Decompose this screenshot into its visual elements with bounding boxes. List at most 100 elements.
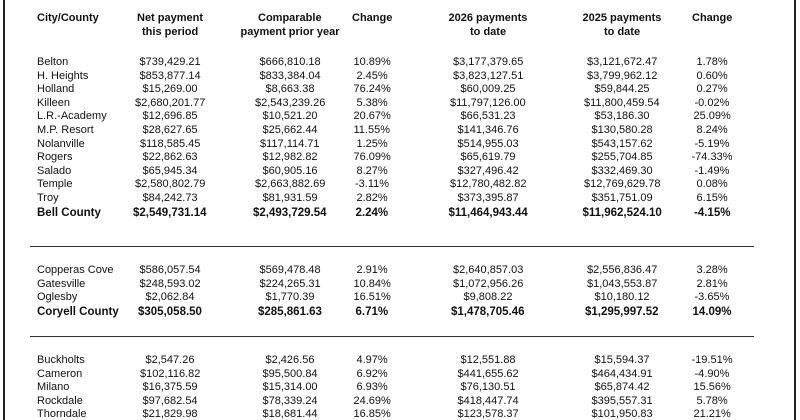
- cell-value: 15.56%: [693, 381, 731, 394]
- row-label: Killeen: [37, 96, 71, 109]
- cell-value: $418,447.74: [457, 394, 519, 407]
- cell-value: $28,627.65: [142, 124, 198, 136]
- cell-value: $95,500.84: [262, 367, 318, 380]
- cell-value: $117,114.71: [260, 137, 320, 150]
- total-value: $285,861.63: [258, 305, 322, 318]
- cell-value: $118,585.45: [140, 137, 201, 150]
- cell-value: $12,780,482.82: [450, 178, 527, 191]
- total-value: $1,478,705.46: [451, 305, 525, 318]
- row-label: Milano: [37, 381, 70, 394]
- cell-value: $441,655.62: [457, 367, 519, 380]
- total-value: $305,058.50: [138, 305, 202, 318]
- border-left: [3, 0, 5, 420]
- cell-value: $464,434.91: [591, 367, 653, 380]
- row-label: Rockdale: [37, 394, 83, 407]
- cell-value: $514,955.03: [457, 137, 519, 150]
- cell-value: 11.55%: [353, 124, 391, 136]
- column-header: Comparable: [258, 12, 322, 24]
- cell-value: 1.25%: [356, 137, 388, 150]
- cell-value: 76.09%: [353, 151, 391, 164]
- row-label: Copperas Cove: [37, 264, 114, 276]
- cell-value: 16.85%: [353, 408, 391, 420]
- cell-value: $3,799,962.12: [587, 69, 658, 82]
- cell-value: $2,556,836.47: [587, 264, 658, 276]
- total-value: -4.15%: [694, 206, 731, 219]
- cell-value: 6.92%: [356, 367, 388, 380]
- cell-value: $15,594.37: [594, 354, 650, 366]
- cell-value: 1.78%: [696, 56, 728, 68]
- cell-value: $11,800,459.54: [584, 96, 660, 109]
- cell-value: -3.65%: [694, 291, 730, 304]
- cell-value: 5.78%: [696, 394, 728, 407]
- cell-value: $66,531.23: [460, 110, 516, 123]
- cell-value: 25.09%: [693, 110, 731, 123]
- cell-value: $10,180.12: [594, 291, 650, 304]
- cell-value: $141,346.76: [457, 124, 519, 136]
- cell-value: $102,116.82: [140, 367, 201, 380]
- row-label: Nolanville: [37, 137, 85, 150]
- divider: [30, 246, 754, 247]
- column-header: this period: [142, 26, 199, 38]
- total-value: $11,962,524.10: [582, 206, 662, 219]
- cell-value: $351,751.09: [591, 192, 653, 204]
- cell-value: 20.67%: [353, 110, 391, 123]
- cell-value: 0.27%: [696, 83, 728, 96]
- total-label: Bell County: [37, 206, 101, 219]
- cell-value: 3.28%: [696, 264, 728, 276]
- cell-value: 6.93%: [356, 381, 388, 394]
- cell-value: $3,823,127.51: [453, 69, 524, 82]
- cell-value: $2,640,857.03: [453, 264, 524, 276]
- cell-value: $1,770.39: [265, 291, 315, 304]
- cell-value: 10.84%: [353, 277, 391, 290]
- cell-value: $833,384.04: [259, 69, 321, 82]
- cell-value: 16.51%: [353, 291, 391, 304]
- cell-value: $12,769,629.78: [584, 178, 661, 191]
- row-label: Thorndale: [37, 408, 87, 420]
- row-label: Troy: [37, 192, 59, 204]
- row-label: Holland: [37, 83, 75, 96]
- cell-value: 4.97%: [356, 354, 388, 366]
- cell-value: $59,844.25: [594, 83, 650, 96]
- cell-value: 10.89%: [353, 56, 391, 68]
- column-header: Change: [692, 12, 733, 24]
- cell-value: $373,395.87: [457, 192, 519, 204]
- cell-value: $8,663.38: [265, 83, 315, 96]
- border-right: [794, 0, 796, 420]
- column-header: payment prior year: [240, 26, 340, 38]
- cell-value: $2,663,882.69: [255, 178, 326, 191]
- cell-value: $65,874.42: [594, 381, 650, 394]
- row-label: Rogers: [37, 151, 73, 164]
- cell-value: 2.45%: [356, 69, 388, 82]
- cell-value: $3,177,379.65: [453, 56, 524, 68]
- cell-value: $3,121,672.47: [587, 56, 658, 68]
- cell-value: $25,662.44: [262, 124, 318, 136]
- cell-value: $65,945.34: [142, 164, 198, 177]
- cell-value: $78,339.24: [262, 394, 318, 407]
- cell-value: 6.15%: [696, 192, 728, 204]
- column-header: to date: [470, 26, 507, 38]
- cell-value: $12,551.88: [460, 354, 516, 366]
- cell-value: 21.21%: [693, 408, 731, 420]
- cell-value: $65,619.79: [460, 151, 516, 164]
- cell-value: -5.19%: [694, 137, 730, 150]
- cell-value: $2,543,239.26: [255, 96, 326, 109]
- cell-value: $12,696.85: [142, 110, 198, 123]
- row-label: Oglesby: [37, 291, 78, 304]
- cell-value: $16,375.59: [142, 381, 198, 394]
- cell-value: $9,808.22: [463, 291, 513, 304]
- cell-value: $569,478.48: [259, 264, 321, 276]
- cell-value: $248,593.02: [139, 277, 201, 290]
- cell-value: $1,043,553.87: [587, 277, 658, 290]
- cell-value: $666,810.18: [259, 56, 321, 68]
- divider: [30, 336, 754, 337]
- cell-value: 5.38%: [356, 96, 388, 109]
- cell-value: $739,429.21: [139, 56, 201, 68]
- total-value: $2,493,729.54: [253, 206, 327, 219]
- row-label: Gatesville: [37, 277, 86, 290]
- cell-value: $18,681.44: [262, 408, 318, 420]
- cell-value: $123,578.37: [457, 408, 519, 420]
- cell-value: $2,062.84: [145, 291, 195, 304]
- cell-value: 0.08%: [696, 178, 728, 191]
- cell-value: 0.60%: [696, 69, 728, 82]
